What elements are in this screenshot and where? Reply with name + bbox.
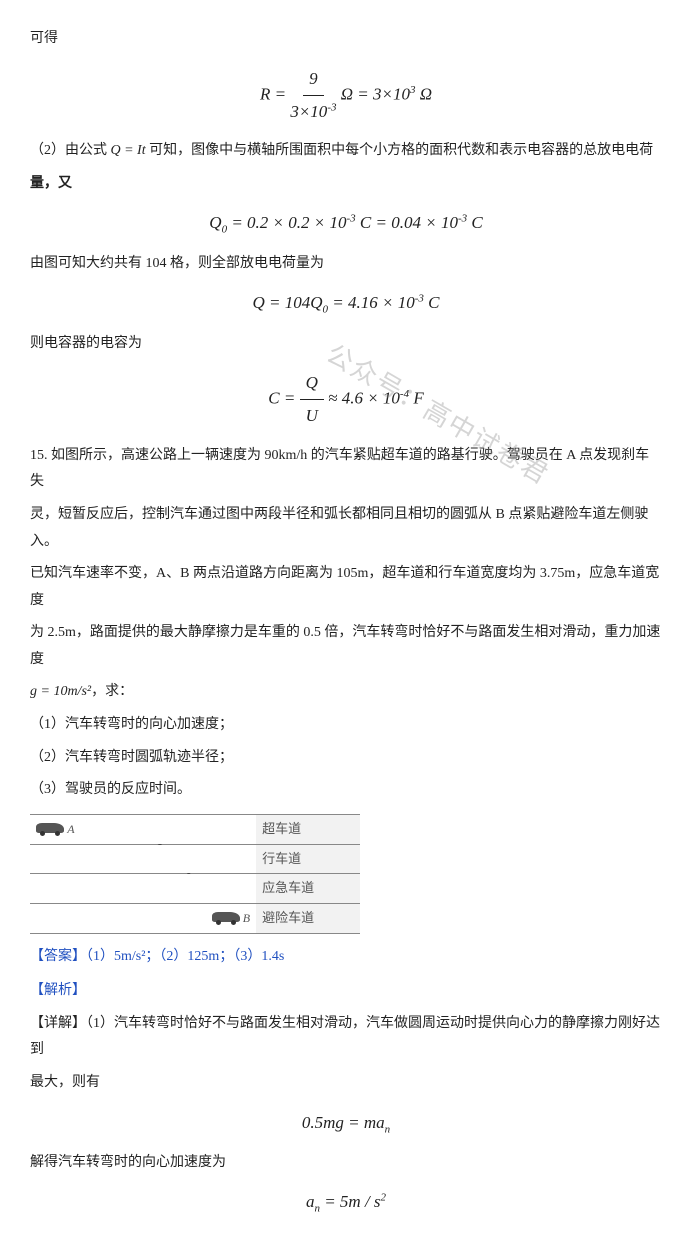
detail-line: 【详解】（1）汽车转弯时恰好不与路面发生相对滑动，汽车做圆周运动时提供向心力的静… <box>30 1011 662 1064</box>
q2-suffix: 可知，图像中与横轴所围面积中每个小方格的面积代数和表示电容器的总放电电荷 <box>149 143 653 158</box>
car-a-icon <box>36 823 64 833</box>
lane-diagram-wrapper: A 超车道 行车道 应急车道 B 避险车道 <box>30 814 370 934</box>
text-p3: 由图可知大约共有 104 格，则全部放电电荷量为 <box>30 251 662 278</box>
text-q2: （2）由公式 Q = It 可知，图像中与横轴所围面积中每个小方格的面积代数和表… <box>30 138 662 165</box>
formula-friction: 0.5mg = man <box>30 1107 662 1140</box>
q15-line-e: g = 10m/s²，求： <box>30 679 662 706</box>
formula-r: R = 93×10-3 Ω = 3×103 Ω <box>30 63 662 129</box>
q15-line-b: 灵，短暂反应后，控制汽车通过图中两段半径和弧长都相同且相切的圆弧从 B 点紧贴避… <box>30 502 662 555</box>
car-b-icon <box>212 912 240 922</box>
point-a-label: A <box>67 822 74 836</box>
sub-question-2: （2）汽车转弯时圆弧轨迹半径； <box>30 745 662 772</box>
formula-q: Q = 104Q0 = 4.16 × 10-3 C <box>30 287 662 320</box>
formula-c: C = QU ≈ 4.6 × 10-4 F <box>30 367 662 433</box>
point-b-label: B <box>243 911 250 925</box>
text-q2b: 量，又 <box>30 171 662 198</box>
lane-row-1: A 超车道 <box>30 814 360 844</box>
detail-line-2: 最大，则有 <box>30 1070 662 1097</box>
q15-e-suffix: ，求： <box>91 684 133 699</box>
q2-prefix: （2）由公式 <box>30 143 107 158</box>
lane-label-1: 超车道 <box>256 814 360 844</box>
lane-diagram: A 超车道 行车道 应急车道 B 避险车道 <box>30 814 360 934</box>
lane-label-4: 避险车道 <box>256 903 360 933</box>
lane-row-2: 行车道 <box>30 844 360 874</box>
q15-line-c: 已知汽车速率不变，A、B 两点沿道路方向距离为 105m，超车道和行车道宽度均为… <box>30 561 662 614</box>
formula-q0: Q0 = 0.2 × 0.2 × 10-3 C = 0.04 × 10-3 C <box>30 207 662 240</box>
sub-question-3: （3）驾驶员的反应时间。 <box>30 777 662 804</box>
q2-inline-formula: Q = It <box>111 143 146 158</box>
text-p4: 则电容器的电容为 <box>30 331 662 358</box>
answer-line: 【答案】（1）5m/s²；（2）125m；（3）1.4s <box>30 944 662 971</box>
text-p5: 解得汽车转弯时的向心加速度为 <box>30 1150 662 1177</box>
q15-line-d: 为 2.5m，路面提供的最大静摩擦力是车重的 0.5 倍，汽车转弯时恰好不与路面… <box>30 620 662 673</box>
sub-question-1: （1）汽车转弯时的向心加速度； <box>30 712 662 739</box>
formula-an: an = 5m / s2 <box>30 1186 662 1219</box>
q15-line-a: 15. 如图所示，高速公路上一辆速度为 90km/h 的汽车紧贴超车道的路基行驶… <box>30 443 662 496</box>
jiexi-label: 【解析】 <box>30 978 662 1005</box>
q15-g-formula: g = 10m/s² <box>30 684 91 699</box>
lane-label-2: 行车道 <box>256 844 360 874</box>
text-kede: 可得 <box>30 26 662 53</box>
lane-label-3: 应急车道 <box>256 874 360 904</box>
lane-row-3: 应急车道 <box>30 874 360 904</box>
lane-row-4: B 避险车道 <box>30 903 360 933</box>
